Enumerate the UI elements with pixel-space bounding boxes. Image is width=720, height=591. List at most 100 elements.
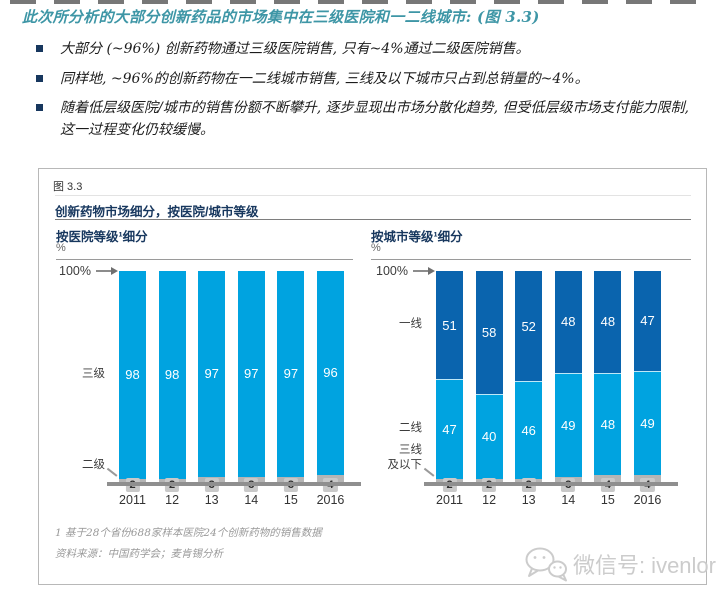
- x-axis-line: [107, 482, 361, 486]
- wechat-icon: [525, 547, 567, 582]
- bar-15: 973: [277, 271, 305, 492]
- hospital-panel-title: 按医院等级¹细分: [56, 230, 148, 244]
- divider: [56, 259, 353, 260]
- hospital-panel-unit: %: [56, 242, 66, 254]
- divider: [371, 259, 691, 260]
- bar-13: 973: [198, 271, 226, 492]
- x-axis-label: 2011: [119, 493, 146, 507]
- divider: [55, 219, 691, 220]
- x-axis-label: 13: [204, 493, 219, 507]
- x-axis-label: 12: [482, 493, 497, 507]
- segment-value: 97: [204, 366, 219, 382]
- x-axis-line: [424, 482, 678, 486]
- segment-value: 46: [521, 422, 536, 438]
- figure-footnote: 1 基于28个省份688家样本医院24个创新药物的销售数据: [55, 527, 322, 539]
- right-arrow-icon: [95, 267, 118, 275]
- bar-segment: 98: [119, 271, 146, 479]
- segment-value: 48: [600, 314, 616, 330]
- bar-2016: 964: [316, 271, 344, 492]
- city-panel-unit: %: [371, 242, 381, 254]
- bar-12: 982: [158, 271, 186, 492]
- bar-segment: 97: [277, 271, 305, 477]
- bar-segment: 47: [633, 271, 661, 371]
- x-axis-label: 12: [165, 493, 180, 507]
- bar-segment: 49: [554, 372, 582, 477]
- bar-segment: 58: [475, 271, 503, 394]
- figure-number: 图 3.3: [53, 181, 83, 193]
- hundred-percent-label: 100%: [376, 264, 408, 278]
- segment-value: 49: [640, 415, 655, 431]
- segment-value: 48: [561, 314, 576, 330]
- series-label-gutter: 三级 二级: [39, 271, 119, 483]
- hundred-percent-annotation: 100%: [59, 262, 118, 280]
- segment-value: 47: [640, 313, 655, 329]
- label-pointer-line: [107, 467, 118, 476]
- series-label: 三线 及以下: [387, 444, 423, 471]
- bullet-square-icon: [36, 45, 43, 52]
- list-item: 随着低层级医院/城市的销售份额不断攀升, 逐步显现出市场分散化趋势, 但受低层级…: [36, 98, 692, 141]
- bar-segment: 40: [475, 393, 503, 479]
- segment-value: 98: [164, 367, 180, 383]
- list-item: 同样地, ~96%的创新药物在一二线城市销售, 三线及以下城市只占到总销量的~4…: [36, 69, 692, 91]
- series-label: 一线: [399, 318, 422, 331]
- x-axis-labels: 2011 12 13 14 15 2016: [119, 493, 344, 507]
- hundred-percent-annotation: 100%: [376, 262, 435, 280]
- cropped-previous-line: [10, 0, 702, 4]
- figure-title: 创新药物市场细分，按医院/城市等级: [55, 205, 259, 219]
- bar-2016: 47494: [633, 271, 661, 492]
- bar-segment: 52: [515, 271, 543, 382]
- label-pointer-line: [424, 467, 435, 476]
- bar-2011: 982: [119, 271, 146, 492]
- x-axis-label: 13: [521, 493, 536, 507]
- bars-area: 982 982 973 973 973 964: [119, 271, 344, 492]
- bullet-square-icon: [36, 104, 43, 112]
- bar-segment: 48: [554, 271, 582, 373]
- segment-value: 40: [481, 429, 497, 445]
- bar-segment: 48: [594, 271, 622, 373]
- segment-value: 97: [244, 366, 259, 382]
- bar-14: 973: [237, 271, 265, 492]
- x-axis-label: 2016: [316, 493, 345, 507]
- segment-value: 48: [600, 416, 616, 432]
- series-label-gutter: 一线二线三线 及以下: [356, 271, 436, 483]
- city-panel-title: 按城市等级¹细分: [371, 230, 463, 244]
- bullet-text: 同样地, ~96%的创新药物在一二线城市销售, 三线及以下城市只占到总销量的~4…: [60, 70, 589, 87]
- bullet-square-icon: [36, 74, 43, 82]
- segment-value: 98: [125, 367, 140, 383]
- segment-value: 51: [442, 317, 457, 333]
- x-axis-label: 14: [561, 493, 576, 507]
- bar-segment: 49: [633, 370, 661, 475]
- bar-segment: 48: [594, 372, 622, 475]
- wechat-id-text: 微信号: ivenlor: [572, 553, 716, 578]
- figure-box: 图 3.3 创新药物市场细分，按医院/城市等级 按医院等级¹细分 % 按城市等级…: [38, 168, 707, 585]
- bullet-list: 大部分 (~96%) 创新药物通过三级医院销售, 只有~4%通过二级医院销售。 …: [36, 39, 692, 150]
- wechat-watermark: 微信号: ivenlor: [524, 546, 716, 582]
- segment-value: 58: [481, 324, 497, 340]
- bar-segment: 51: [436, 271, 463, 380]
- bar-12: 58402: [475, 271, 503, 492]
- segment-value: 96: [323, 365, 338, 381]
- divider: [55, 195, 691, 196]
- x-axis-label: 15: [600, 493, 615, 507]
- series-label: 二线: [399, 421, 422, 434]
- x-axis-label: 15: [283, 493, 298, 507]
- segment-value: 49: [561, 417, 576, 433]
- bar-segment: 47: [436, 379, 463, 479]
- segment-value: 47: [442, 421, 457, 437]
- x-axis-label: 2016: [633, 493, 662, 507]
- bullet-text: 随着低层级医院/城市的销售份额不断攀升, 逐步显现出市场分散化趋势, 但受低层级…: [60, 100, 689, 139]
- bar-segment: 97: [237, 271, 265, 477]
- bar-2011: 51472: [436, 271, 463, 492]
- x-axis-label: 14: [244, 493, 259, 507]
- segment-value: 97: [283, 366, 299, 382]
- bar-segment: 97: [198, 271, 226, 477]
- bar-segment: 46: [515, 381, 543, 479]
- series-label: 二级: [82, 458, 105, 471]
- x-axis-labels: 2011 12 13 14 15 2016: [436, 493, 661, 507]
- right-arrow-icon: [412, 267, 435, 275]
- bar-13: 52462: [515, 271, 543, 492]
- list-item: 大部分 (~96%) 创新药物通过三级医院销售, 只有~4%通过二级医院销售。: [36, 39, 692, 61]
